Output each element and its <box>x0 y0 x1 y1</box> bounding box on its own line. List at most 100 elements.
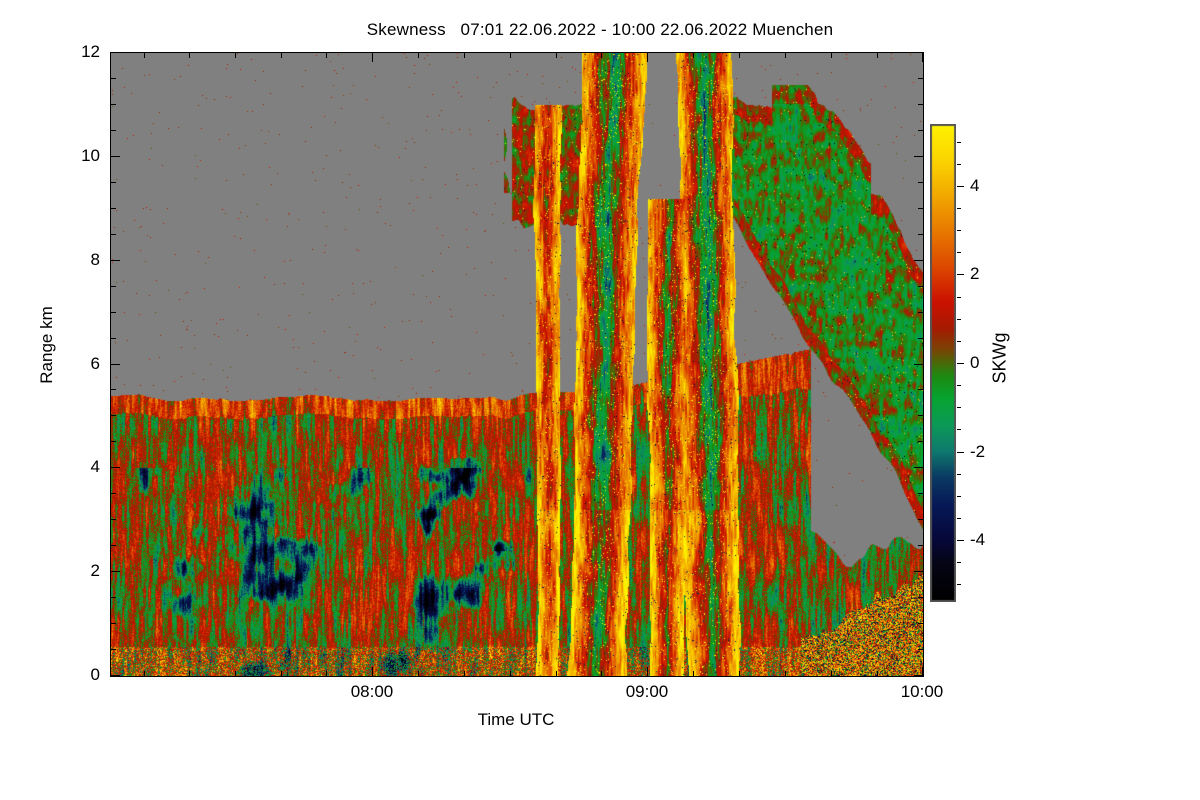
colorbar-minor-tick <box>957 142 961 143</box>
y-axis-tick <box>111 260 120 261</box>
colorbar-tick <box>957 363 964 364</box>
colorbar-tick-label: 0 <box>970 353 980 372</box>
x-axis-minor-tick <box>235 671 236 676</box>
x-axis-tick-label: 10:00 <box>900 682 944 701</box>
y-axis-tick <box>914 156 923 157</box>
y-axis-minor-tick <box>918 415 923 416</box>
y-axis-minor-tick <box>918 493 923 494</box>
x-axis-minor-tick <box>739 671 740 676</box>
y-axis-minor-tick <box>111 441 116 442</box>
x-axis-minor-tick <box>877 671 878 676</box>
x-axis-minor-tick <box>556 671 557 676</box>
y-axis-minor-tick <box>918 130 923 131</box>
x-axis-tick <box>647 667 648 676</box>
x-axis-tick <box>372 53 373 62</box>
colorbar-minor-tick <box>957 297 961 298</box>
y-axis-tick-label: 0 <box>90 665 100 684</box>
colorbar-minor-tick <box>957 385 961 386</box>
x-axis-minor-tick <box>877 53 878 58</box>
y-axis-minor-tick <box>111 234 116 235</box>
y-axis-tick-label: 6 <box>90 354 100 373</box>
x-axis-tick <box>922 667 923 676</box>
skewness-field-canvas <box>111 53 923 676</box>
y-axis-minor-tick <box>111 208 116 209</box>
colorbar-minor-tick <box>957 429 961 430</box>
x-axis-minor-tick <box>281 53 282 58</box>
x-axis-tick <box>922 53 923 62</box>
y-axis-minor-tick <box>918 234 923 235</box>
x-axis-minor-tick <box>739 53 740 58</box>
y-axis-minor-tick <box>918 312 923 313</box>
x-axis-minor-tick <box>326 53 327 58</box>
y-axis-minor-tick <box>918 441 923 442</box>
x-axis-minor-tick <box>281 671 282 676</box>
x-axis-minor-tick <box>464 53 465 58</box>
y-axis-minor-tick <box>918 597 923 598</box>
colorbar-minor-tick <box>957 496 961 497</box>
x-axis-minor-tick <box>189 671 190 676</box>
x-axis-minor-tick <box>418 671 419 676</box>
colorbar-minor-tick <box>957 562 961 563</box>
y-axis-minor-tick <box>111 286 116 287</box>
colorbar-tick <box>957 274 964 275</box>
y-axis-minor-tick <box>111 389 116 390</box>
y-axis-minor-tick <box>918 389 923 390</box>
colorbar-minor-tick <box>957 230 961 231</box>
x-axis-minor-tick <box>693 671 694 676</box>
x-axis-minor-tick <box>418 53 419 58</box>
x-axis-minor-tick <box>831 671 832 676</box>
y-axis-tick <box>111 364 120 365</box>
y-axis-minor-tick <box>111 130 116 131</box>
y-axis-minor-tick <box>918 545 923 546</box>
y-axis-minor-tick <box>111 338 116 339</box>
colorbar-tick <box>957 186 964 187</box>
x-axis-minor-tick <box>510 671 511 676</box>
colorbar-tick-label: -4 <box>970 530 986 549</box>
y-axis-tick <box>914 52 923 53</box>
heatmap-plot-area[interactable] <box>110 52 924 677</box>
y-axis-minor-tick <box>111 519 116 520</box>
colorbar-tick-label: 2 <box>970 264 980 283</box>
y-axis-minor-tick <box>918 208 923 209</box>
y-axis-minor-tick <box>111 623 116 624</box>
x-axis-minor-tick <box>831 53 832 58</box>
colorbar-minor-tick <box>957 518 961 519</box>
colorbar-minor-tick <box>957 341 961 342</box>
y-axis-minor-tick <box>111 415 116 416</box>
y-axis-tick <box>914 467 923 468</box>
x-axis-tick <box>647 53 648 62</box>
x-axis-minor-tick <box>189 53 190 58</box>
y-axis-minor-tick <box>111 597 116 598</box>
colorbar[interactable] <box>930 124 956 602</box>
colorbar-gradient <box>930 124 956 602</box>
colorbar-minor-tick <box>957 474 961 475</box>
y-axis-minor-tick <box>918 286 923 287</box>
x-axis-tick <box>372 667 373 676</box>
x-axis-minor-tick <box>601 53 602 58</box>
page-title: Skewness 07:01 22.06.2022 - 10:00 22.06.… <box>366 20 834 39</box>
y-axis-tick <box>111 675 120 676</box>
y-axis-tick <box>914 675 923 676</box>
colorbar-minor-tick <box>957 252 961 253</box>
y-axis-minor-tick <box>111 649 116 650</box>
colorbar-minor-tick <box>957 319 961 320</box>
colorbar-tick-label: 4 <box>970 176 980 195</box>
y-axis-minor-tick <box>111 493 116 494</box>
y-axis-minor-tick <box>111 182 116 183</box>
x-axis-minor-tick <box>785 53 786 58</box>
y-axis-tick <box>111 52 120 53</box>
y-axis-minor-tick <box>918 649 923 650</box>
y-axis-tick <box>914 571 923 572</box>
x-axis-minor-tick <box>464 671 465 676</box>
y-axis-label: Range km <box>37 306 56 384</box>
x-axis-minor-tick <box>601 671 602 676</box>
y-axis-tick-label: 4 <box>90 457 100 476</box>
colorbar-minor-tick <box>957 584 961 585</box>
colorbar-tick-label: -2 <box>970 442 986 461</box>
y-axis-minor-tick <box>918 104 923 105</box>
colorbar-minor-tick <box>957 164 961 165</box>
y-axis-minor-tick <box>111 78 116 79</box>
y-axis-tick <box>914 364 923 365</box>
y-axis-minor-tick <box>918 519 923 520</box>
